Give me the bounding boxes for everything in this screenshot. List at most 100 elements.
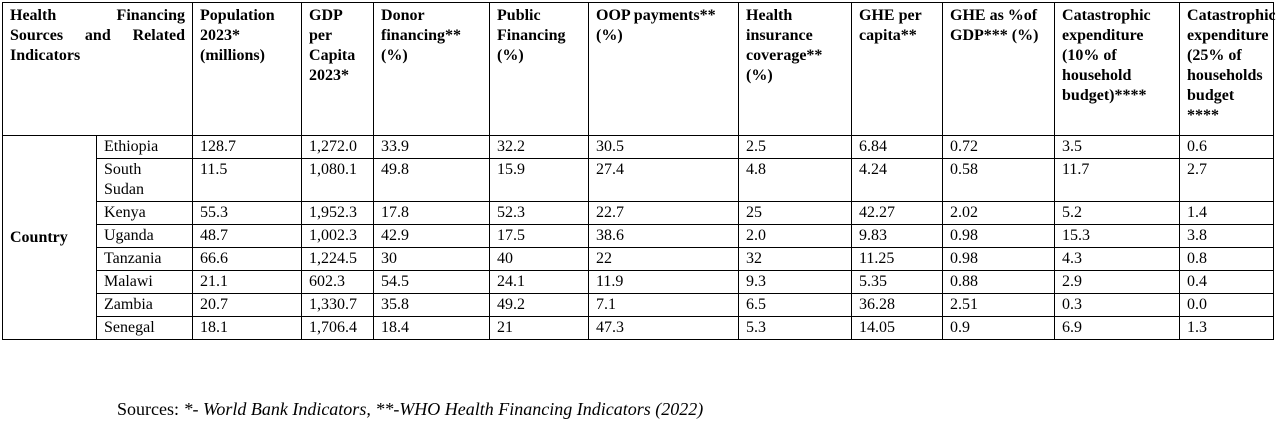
column-header: Public Financing (%) <box>489 2 590 136</box>
table-cell: 40 <box>489 247 590 271</box>
table-row: Uganda 48.7 1,002.3 42.9 17.5 38.6 2.0 9.83 0.98… <box>3 224 1275 248</box>
table-row: South Sudan 11.5 1,080.1 49.8 15.9 27.4 4.8 4.2… <box>3 158 1275 202</box>
table-row: Country Ethiopia 128.7 1,272.0 33.9 32.2 30.5 2… <box>2 135 1275 340</box>
table-cell: 9.83 <box>851 224 944 248</box>
table-cell: 3.5 <box>1054 135 1181 159</box>
table-cell: 0.6 <box>1179 135 1275 159</box>
table-row: Kenya 55.3 1,952.3 17.8 52.3 22.7 25 42.27 2.02 5… <box>3 201 1275 225</box>
table-cell: 21 <box>489 316 590 340</box>
table-cell: 11.9 <box>588 270 740 294</box>
country-name-cell: Ethiopia <box>95 135 194 159</box>
country-name-cell: Senegal <box>95 316 194 340</box>
column-header: OOP payments**(%) <box>588 2 740 136</box>
table-cell: 1,002.3 <box>301 224 375 248</box>
table-row: Malawi 21.1 602.3 54.5 24.1 11.9 9.3 5.35 0.88 2.… <box>3 270 1275 294</box>
table-cell: 1.3 <box>1179 316 1275 340</box>
table-cell: 4.24 <box>851 158 944 202</box>
country-name-cell: Kenya <box>95 201 194 225</box>
table-cell: 5.35 <box>851 270 944 294</box>
country-name-cell: Uganda <box>95 224 194 248</box>
table-cell: 128.7 <box>192 135 303 159</box>
country-name-cell: Tanzania <box>95 247 194 271</box>
table-row: Senegal 18.1 1,706.4 18.4 21 47.3 5.3 14.05 0.9 6… <box>3 316 1275 340</box>
table-cell: 14.05 <box>851 316 944 340</box>
table-cell: 47.3 <box>588 316 740 340</box>
table-cell: 54.5 <box>373 270 491 294</box>
table-cell: 0.4 <box>1179 270 1275 294</box>
row-group-label: Country <box>2 135 97 340</box>
table-cell: 0.58 <box>942 158 1056 202</box>
table-cell: 11.5 <box>192 158 303 202</box>
table-cell: 33.9 <box>373 135 491 159</box>
column-header: GHE as %of GDP*** (%) <box>942 2 1056 136</box>
table-row: Zambia 20.7 1,330.7 35.8 49.2 7.1 6.5 36.28 2.51… <box>3 293 1275 317</box>
table-cell: 2.0 <box>738 224 853 248</box>
table-cell: 22.7 <box>588 201 740 225</box>
table-cell: 4.8 <box>738 158 853 202</box>
table-cell: 602.3 <box>301 270 375 294</box>
column-header: GHE per capita** <box>851 2 944 136</box>
table-cell: 0.8 <box>1179 247 1275 271</box>
table-cell: 6.9 <box>1054 316 1181 340</box>
column-header: Health insurance coverage** (%) <box>738 2 853 136</box>
table-cell: 15.9 <box>489 158 590 202</box>
table-cell: 35.8 <box>373 293 491 317</box>
table-cell: 0.3 <box>1054 293 1181 317</box>
table-cell: 2.5 <box>738 135 853 159</box>
table-cell: 24.1 <box>489 270 590 294</box>
table-cell: 7.1 <box>588 293 740 317</box>
table-cell: 2.9 <box>1054 270 1181 294</box>
table-cell: 0.0 <box>1179 293 1275 317</box>
table-cell: 5.2 <box>1054 201 1181 225</box>
table-cell: 0.9 <box>942 316 1056 340</box>
table-cell: 38.6 <box>588 224 740 248</box>
table-cell: 1,330.7 <box>301 293 375 317</box>
table-cell: 3.8 <box>1179 224 1275 248</box>
table-cell: 15.3 <box>1054 224 1181 248</box>
table-body: Country Ethiopia 128.7 1,272.0 33.9 32.2 30.5 2… <box>2 135 1275 340</box>
table-cell: 49.8 <box>373 158 491 202</box>
table-cell: 52.3 <box>489 201 590 225</box>
table-cell: 0.72 <box>942 135 1056 159</box>
table-cell: 2.51 <box>942 293 1056 317</box>
column-header: Population 2023* (millions) <box>192 2 303 136</box>
table-cell: 11.7 <box>1054 158 1181 202</box>
table-cell: 18.1 <box>192 316 303 340</box>
sources-prefix: Sources: <box>117 399 184 419</box>
table-cell: 2.7 <box>1179 158 1275 202</box>
column-header: Health Financing Sources and Related Ind… <box>1 2 194 136</box>
table-cell: 9.3 <box>738 270 853 294</box>
country-name-cell: Malawi <box>95 270 194 294</box>
table-cell: 0.98 <box>942 224 1056 248</box>
country-name-cell: Zambia <box>95 293 194 317</box>
table-cell: 42.9 <box>373 224 491 248</box>
table-cell: 42.27 <box>851 201 944 225</box>
table-cell: 1,272.0 <box>301 135 375 159</box>
header-row: Health Financing Sources and Related Ind… <box>1 2 1276 136</box>
table-row: Tanzania 66.6 1,224.5 30 40 22 32 11.25 0.98 4.3 0… <box>3 247 1275 271</box>
table-cell: 6.5 <box>738 293 853 317</box>
table-cell: 4.3 <box>1054 247 1181 271</box>
column-header: Catastrophic expenditure (10% of househo… <box>1054 2 1181 136</box>
table-cell: 32.2 <box>489 135 590 159</box>
health-financing-table: Health Financing Sources and Related Ind… <box>1 2 1276 340</box>
table-cell: 2.02 <box>942 201 1056 225</box>
table-cell: 32 <box>738 247 853 271</box>
table-cell: 11.25 <box>851 247 944 271</box>
table-cell: 1,952.3 <box>301 201 375 225</box>
table-cell: 27.4 <box>588 158 740 202</box>
table-cell: 17.8 <box>373 201 491 225</box>
table-cell: 36.28 <box>851 293 944 317</box>
table-cell: 1,080.1 <box>301 158 375 202</box>
table-cell: 0.88 <box>942 270 1056 294</box>
table-cell: 1,224.5 <box>301 247 375 271</box>
table-cell: 66.6 <box>192 247 303 271</box>
column-header: Donor financing** (%) <box>373 2 491 136</box>
table-cell: 25 <box>738 201 853 225</box>
column-header: Catastrophic expenditure (25% of househo… <box>1179 2 1276 136</box>
table-cell: 17.5 <box>489 224 590 248</box>
table-cell: 6.84 <box>851 135 944 159</box>
table-cell: 30.5 <box>588 135 740 159</box>
table-cell: 48.7 <box>192 224 303 248</box>
sources-note: Sources: *- World Bank Indicators, **-WH… <box>117 398 703 420</box>
